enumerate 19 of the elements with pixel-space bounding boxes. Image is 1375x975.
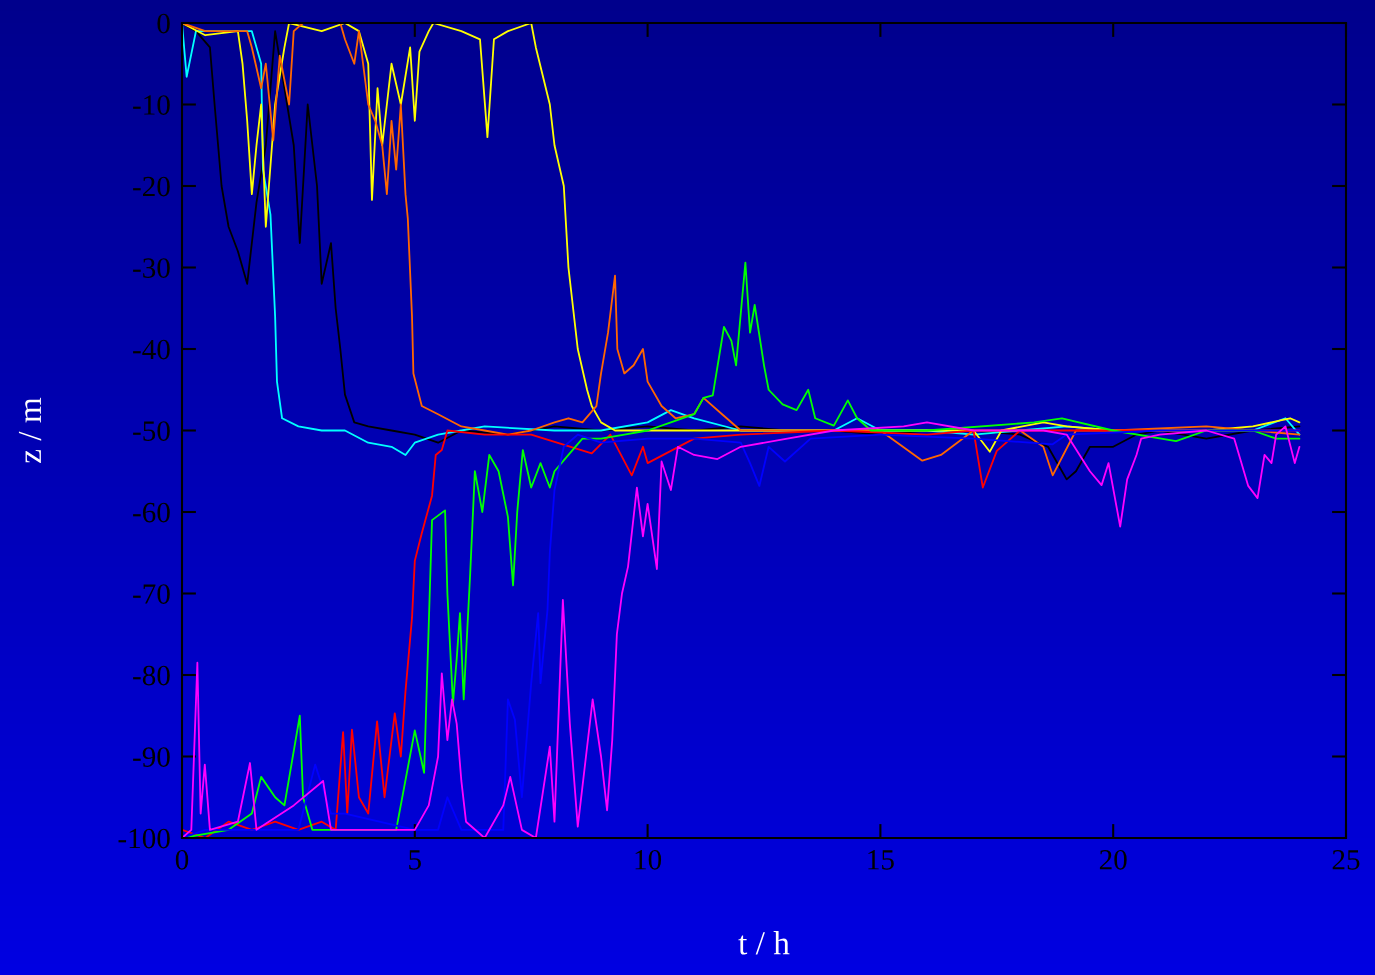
x-tick-label: 0 <box>175 849 189 870</box>
y-tick-label: -50 <box>133 421 170 441</box>
y-tick-label: -10 <box>133 95 170 115</box>
y-tick-label: -60 <box>133 502 170 523</box>
y-tick-label: -100 <box>118 828 170 849</box>
x-tick-label: 25 <box>1332 850 1360 870</box>
y-tick-label: -70 <box>133 584 170 604</box>
y-tick-label: -30 <box>133 258 170 278</box>
x-tick-label: 15 <box>868 850 894 870</box>
y-axis-title: z / m <box>18 397 42 463</box>
x-tick-label: 20 <box>1099 849 1127 870</box>
y-tick-label: 0 <box>157 13 170 34</box>
y-tick-label: -90 <box>133 747 170 767</box>
x-tick-label: 5 <box>409 850 421 870</box>
y-tick-label: -80 <box>133 665 170 686</box>
y-tick-label: -40 <box>133 339 170 360</box>
y-tick-label: -20 <box>133 176 170 197</box>
x-tick-label: 10 <box>635 849 662 870</box>
x-axis-title: t / h <box>738 931 790 955</box>
